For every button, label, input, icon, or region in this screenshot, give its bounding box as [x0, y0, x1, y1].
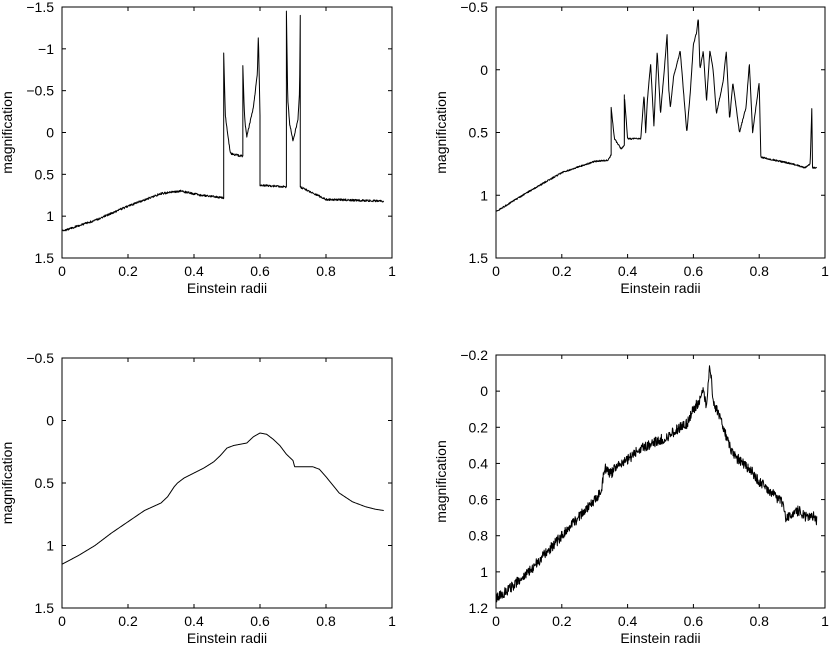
x-tick-label: 1: [821, 613, 829, 629]
x-tick-label: 0.4: [184, 613, 204, 629]
y-tick-label: 0.5: [35, 475, 55, 491]
panel-bottom-right: 0 0.2 0.4 0.6 0.8 1 −0.2 0 0.2 0.4 0.6 0.8 1 1.2 Einst…: [433, 347, 829, 646]
y-tick-label: 0.4: [469, 455, 489, 471]
x-axis-label: Einstein radii: [187, 280, 267, 296]
y-tick-label: 1: [480, 187, 488, 203]
y-tick-label: −0.5: [26, 83, 54, 99]
y-tick-label: 1.5: [35, 600, 55, 616]
y-tick-label: 0: [46, 125, 54, 141]
x-tick-label: 0.4: [618, 263, 638, 279]
axes-frame: [495, 6, 826, 259]
y-axis-label: magnification: [0, 91, 15, 174]
y-tick-label: 0.5: [469, 125, 489, 141]
y-tick-label: 0.2: [469, 419, 489, 435]
y-tick-label: −1: [38, 41, 54, 57]
y-tick-label: 1: [480, 564, 488, 580]
y-tick-label: 1.5: [469, 250, 489, 266]
y-tick-label: 1.5: [35, 250, 55, 266]
light-curve-series-0: [61, 10, 385, 232]
axes-frame: [61, 357, 393, 609]
light-curve-series-0: [495, 365, 818, 603]
x-tick-label: 0.6: [250, 263, 270, 279]
x-tick-label: 1: [388, 263, 396, 279]
light-curve-series-0: [495, 19, 818, 212]
x-tick-label: 0.4: [618, 613, 638, 629]
panel-top-right: 0 0.2 0.4 0.6 0.8 1 −0.5 0 0.5 1 1.5 Einstein radii…: [433, 0, 829, 296]
x-tick-label: 0.2: [118, 263, 138, 279]
x-tick-label: 0.8: [749, 613, 769, 629]
x-tick-label: 0.2: [552, 263, 572, 279]
y-tick-label: 0: [480, 62, 488, 78]
axes-frame: [495, 354, 826, 609]
y-axis-label: magnification: [0, 442, 15, 525]
y-tick-label: −1.5: [26, 0, 54, 15]
y-tick-label: −0.2: [460, 347, 488, 363]
x-tick-label: 0.2: [118, 613, 138, 629]
y-axis-label: magnification: [433, 91, 449, 174]
y-tick-label: 0: [480, 383, 488, 399]
y-tick-label: −0.5: [460, 0, 488, 15]
x-tick-label: 0.6: [250, 613, 270, 629]
light-curve-series-0: [61, 432, 384, 565]
y-tick-label: 1.2: [469, 600, 489, 616]
x-tick-label: 0: [492, 263, 500, 279]
x-tick-label: 0.8: [316, 263, 336, 279]
y-tick-label: −0.5: [26, 350, 54, 366]
x-tick-label: 0.6: [684, 613, 704, 629]
x-tick-label: 1: [388, 613, 396, 629]
x-axis-label: Einstein radii: [187, 630, 267, 646]
x-tick-label: 1: [821, 263, 829, 279]
x-tick-label: 0: [492, 613, 500, 629]
y-tick-label: 0.6: [469, 492, 489, 508]
y-tick-label: 1: [46, 208, 54, 224]
x-tick-label: 0.8: [749, 263, 769, 279]
x-tick-label: 0.2: [552, 613, 572, 629]
x-tick-label: 0.6: [684, 263, 704, 279]
x-tick-label: 0.4: [184, 263, 204, 279]
x-axis-label: Einstein radii: [620, 280, 700, 296]
x-tick-label: 0.8: [316, 613, 336, 629]
y-tick-label: 0: [46, 413, 54, 429]
y-tick-label: 1: [46, 538, 54, 554]
x-axis-label: Einstein radii: [620, 630, 700, 646]
panel-top-left: 0 0.2 0.4 0.6 0.8 1 −1.5 −1 −0.5 0 0.5 1 1.5 Einstein…: [0, 0, 396, 296]
y-tick-label: 0.5: [35, 166, 55, 182]
y-tick-label: 0.8: [469, 528, 489, 544]
x-tick-label: 0: [58, 613, 66, 629]
y-axis-label: magnification: [433, 440, 449, 523]
x-tick-label: 0: [58, 263, 66, 279]
panel-bottom-left: 0 0.2 0.4 0.6 0.8 1 −0.5 0 0.5 1 1.5 Einstein radii…: [0, 350, 396, 646]
